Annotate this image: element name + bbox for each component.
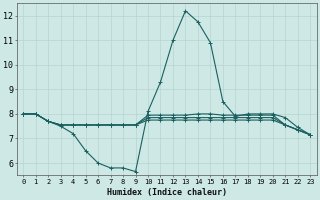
- X-axis label: Humidex (Indice chaleur): Humidex (Indice chaleur): [107, 188, 227, 197]
